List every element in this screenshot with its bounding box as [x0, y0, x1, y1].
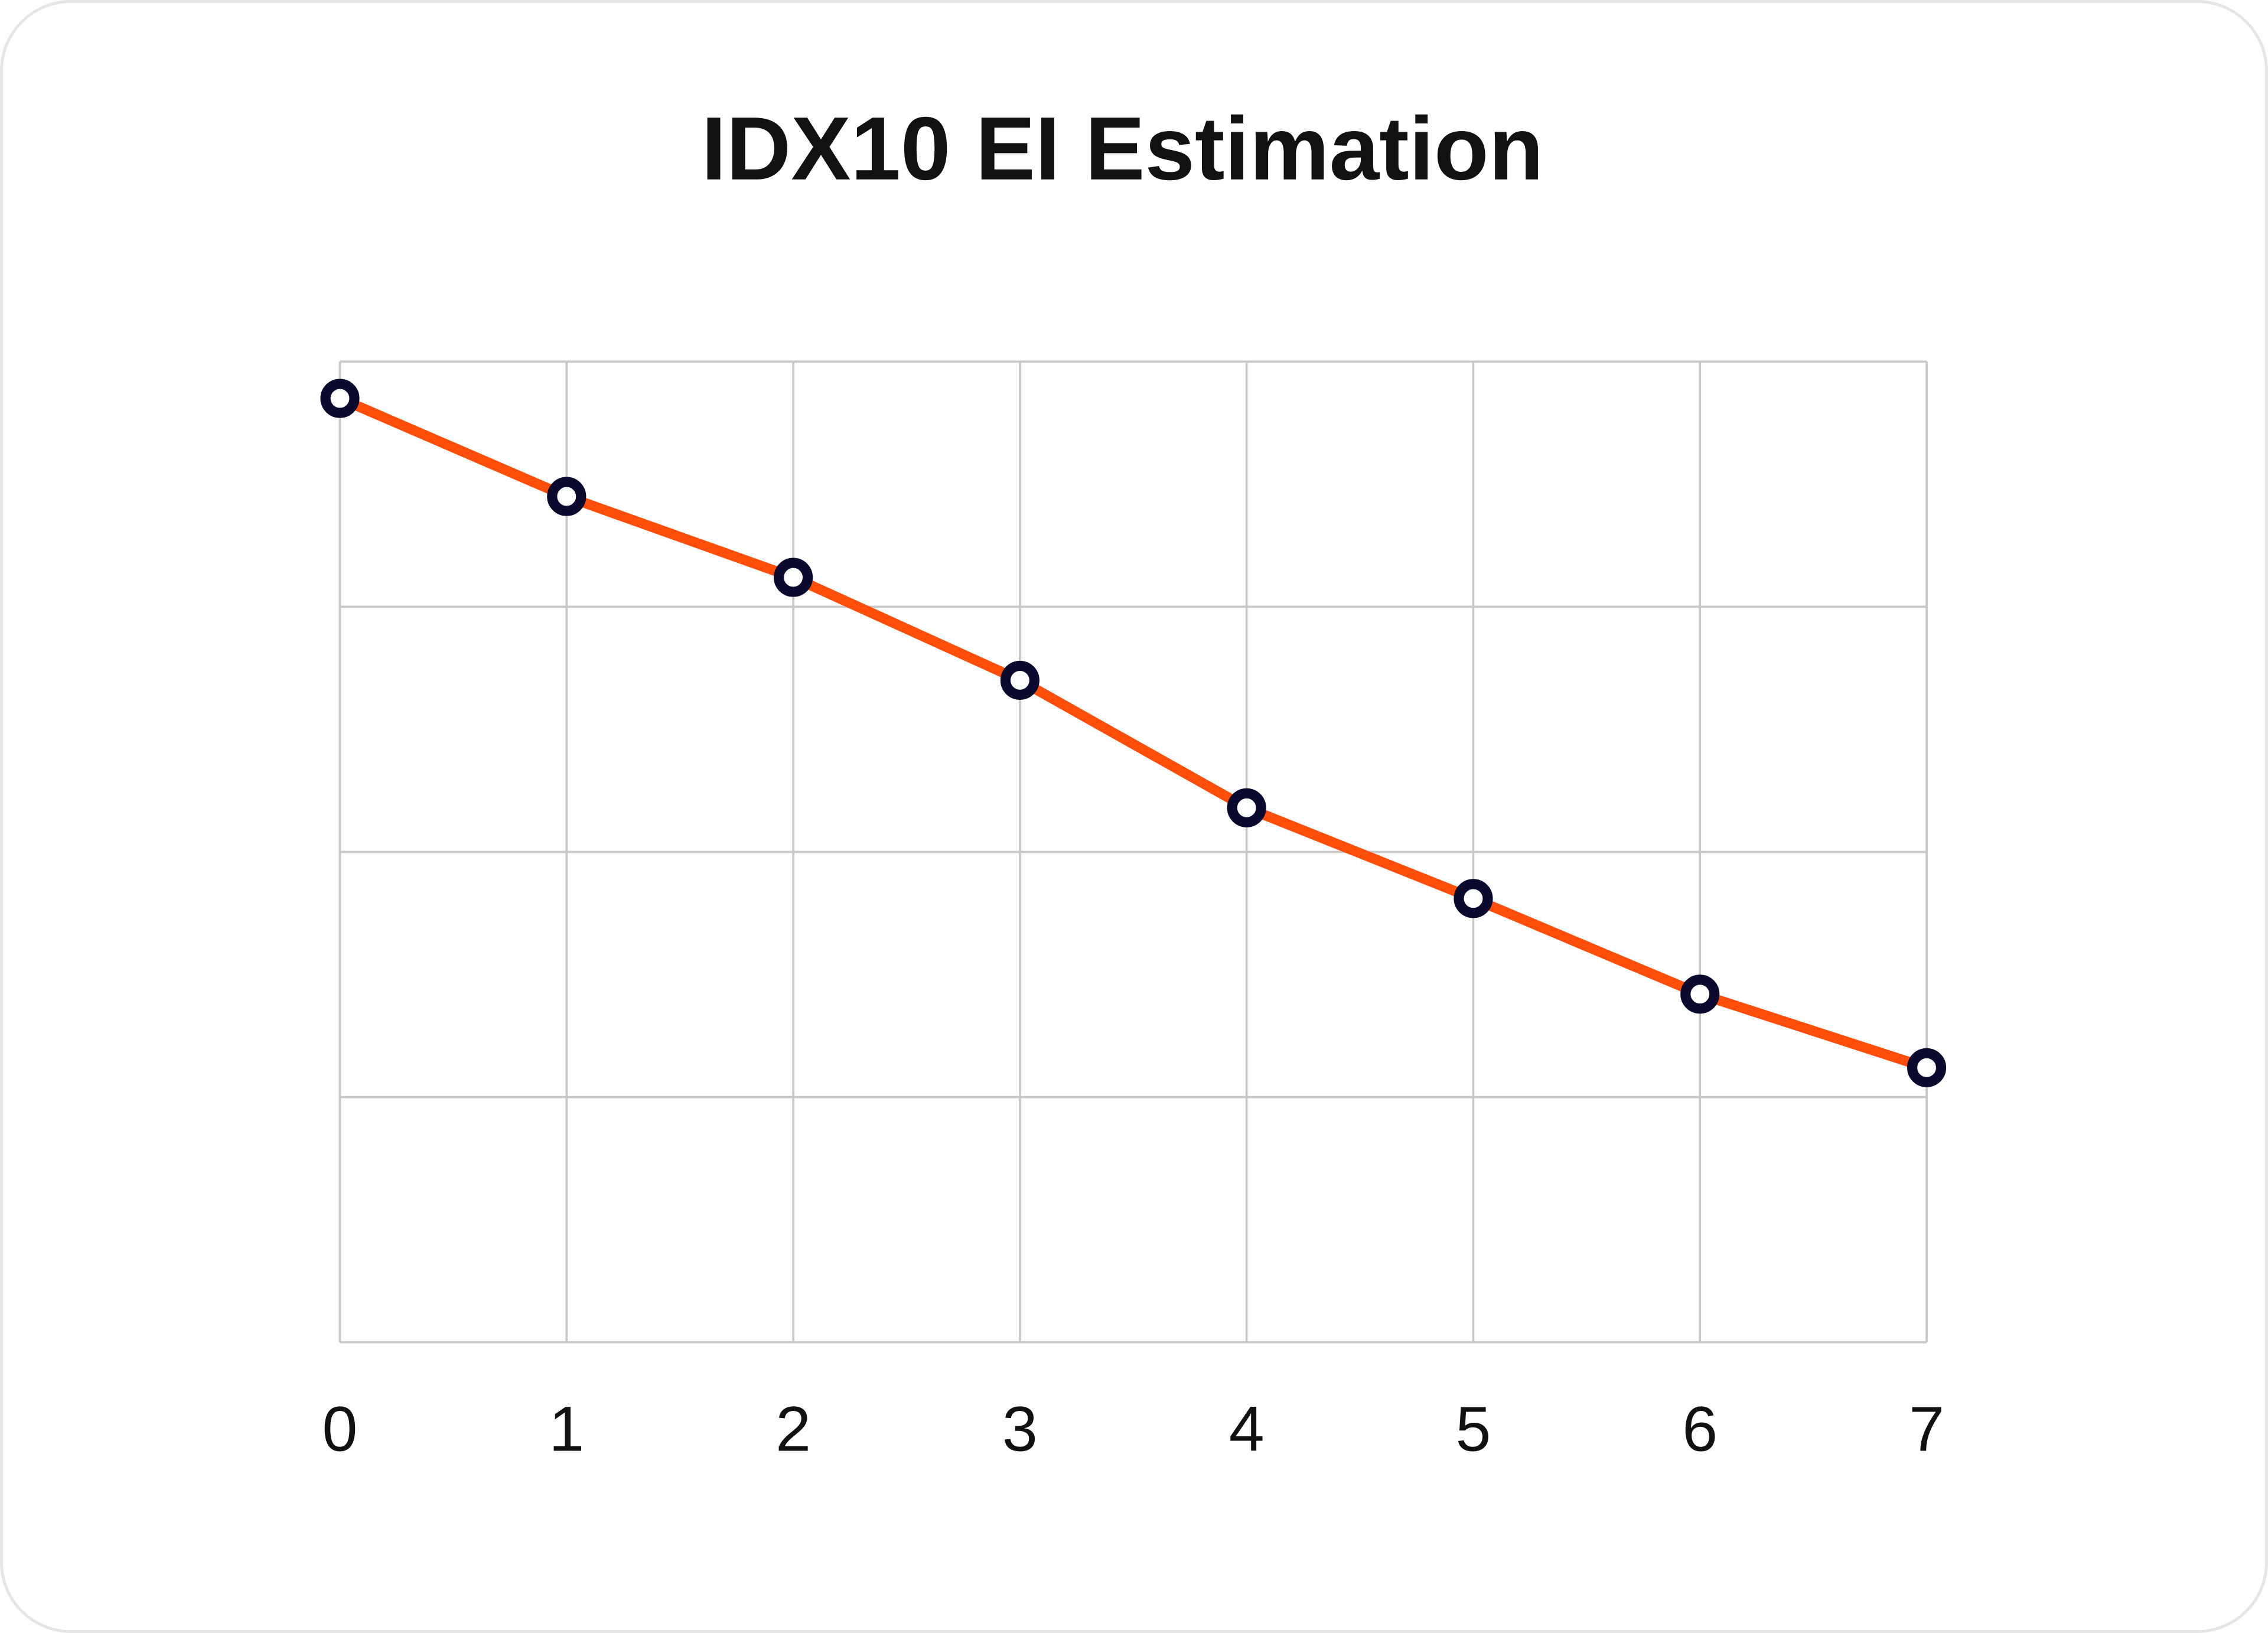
- series: [320, 379, 1947, 1087]
- data-point: [320, 379, 360, 418]
- x-tick-label: 5: [1455, 1393, 1491, 1464]
- data-point: [774, 558, 813, 597]
- x-tick-label: 1: [549, 1393, 584, 1464]
- grid: [338, 360, 1928, 1344]
- data-point: [1680, 974, 1720, 1014]
- data-point: [1000, 660, 1040, 700]
- x-tick-label: 0: [322, 1393, 358, 1464]
- x-tick-label: 6: [1682, 1393, 1718, 1464]
- data-point: [1907, 1048, 1947, 1087]
- chart-title: IDX10 EI Estimation: [701, 99, 1543, 199]
- data-point: [547, 477, 586, 516]
- data-point: [1454, 879, 1493, 918]
- data-point: [1227, 788, 1266, 827]
- x-tick-label: 4: [1229, 1393, 1265, 1464]
- x-axis-ticks: 0 1 2 3 4 5 6 7: [322, 1393, 1944, 1464]
- x-tick-label: 3: [1002, 1393, 1038, 1464]
- x-tick-label: 7: [1909, 1393, 1944, 1464]
- x-tick-label: 2: [775, 1393, 811, 1464]
- series-line: [338, 393, 1928, 1073]
